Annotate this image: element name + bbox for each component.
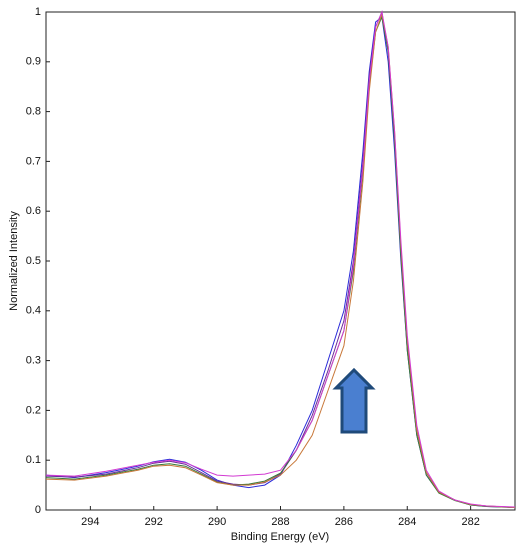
x-tick-label: 284 [398, 516, 416, 528]
x-tick-label: 294 [81, 516, 99, 528]
y-tick-label: 0.2 [26, 404, 41, 416]
y-tick-label: 0.6 [26, 205, 41, 217]
y-tick-label: 0.8 [26, 106, 41, 118]
y-tick-label: 0.7 [26, 155, 41, 167]
series-line [45, 10, 516, 508]
y-tick-label: 0.3 [26, 355, 41, 367]
x-tick-label: 292 [145, 516, 163, 528]
y-tick-label: 1 [35, 6, 41, 18]
x-tick-label: 288 [271, 516, 289, 528]
x-tick-label: 286 [335, 516, 353, 528]
x-tick-label: 282 [461, 516, 479, 528]
arrow [332, 367, 376, 434]
y-tick-label: 0.9 [26, 56, 41, 68]
series-line [45, 12, 516, 508]
y-axis-label: Normalized Intensity [8, 211, 20, 311]
y-tick-label: 0 [35, 504, 41, 516]
x-axis-label: Binding Energy (eV) [231, 531, 329, 543]
y-tick-label: 0.5 [26, 255, 41, 267]
plot-frame [45, 11, 516, 511]
x-tick-label: 290 [208, 516, 226, 528]
y-tick-label: 0.4 [26, 305, 41, 317]
y-tick-label: 0.1 [26, 454, 41, 466]
